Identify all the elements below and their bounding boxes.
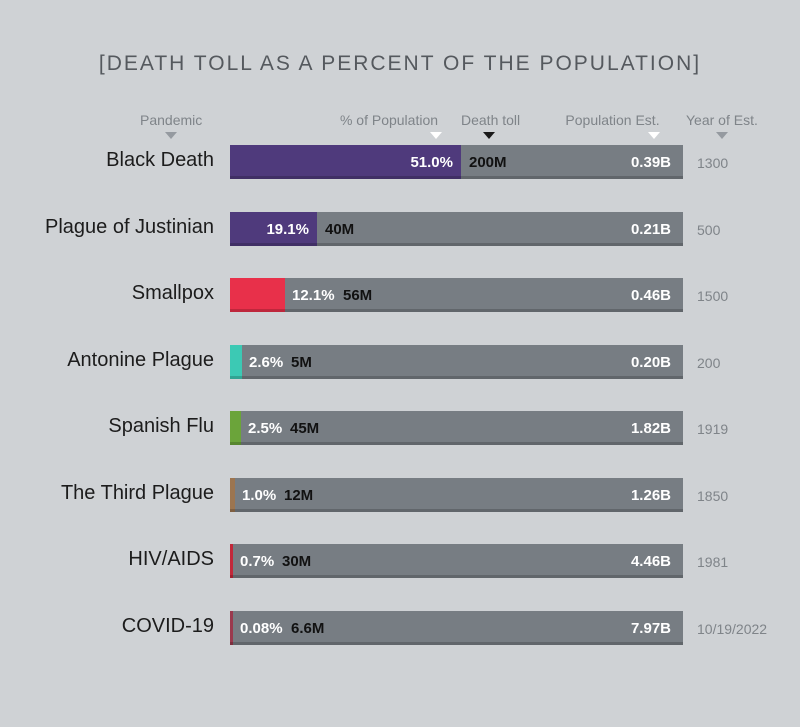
header-death-toll[interactable]: Death toll — [461, 112, 520, 139]
table-row[interactable]: The Third Plague 1.0% 12M 1.26B 1850 — [0, 478, 800, 512]
percent-label: 2.6% — [249, 354, 284, 371]
pandemic-name: Antonine Plague — [67, 349, 214, 371]
table-row[interactable]: COVID-19 0.08% 6.6M 7.97B 10/19/2022 — [0, 611, 800, 645]
sort-arrow-active-icon — [483, 132, 495, 139]
pandemic-name: The Third Plague — [60, 482, 214, 504]
pandemic-name: Black Death — [106, 149, 214, 171]
population-label: 0.39B — [630, 154, 671, 171]
population-label: 1.26B — [630, 487, 671, 504]
header-population[interactable]: Population Est. — [565, 112, 660, 139]
population-label: 0.20B — [630, 354, 671, 371]
sort-arrow-icon — [165, 132, 178, 139]
death-toll-label: 5M — [291, 354, 312, 371]
percent-bar[interactable] — [230, 611, 233, 645]
population-bar[interactable]: 2.6% 5M 0.20B — [230, 345, 683, 379]
sort-arrow-icon — [715, 132, 728, 139]
population-label: 4.46B — [630, 553, 671, 570]
death-toll-label: 12M — [284, 487, 314, 504]
year-label: 10/19/2022 — [697, 621, 768, 637]
percent-label: 51.0% — [410, 154, 453, 171]
year-label: 1850 — [697, 488, 729, 504]
population-bar[interactable]: 1.0% 12M 1.26B — [230, 478, 683, 512]
population-bar[interactable]: 19.1% 40M 0.21B — [230, 212, 683, 246]
year-label: 200 — [697, 355, 721, 371]
header-year-label: Year of Est. — [686, 112, 758, 128]
pandemic-name: Smallpox — [131, 282, 214, 304]
header-year[interactable]: Year of Est. — [686, 112, 758, 139]
pandemic-name: COVID-19 — [121, 615, 214, 637]
percent-bar[interactable] — [230, 212, 317, 246]
year-label: 1981 — [697, 554, 729, 570]
sort-arrow-icon — [648, 132, 660, 139]
death-toll-label: 45M — [290, 420, 320, 437]
population-label: 0.46B — [630, 287, 671, 304]
header-percent[interactable]: % of Population — [336, 112, 442, 139]
percent-label: 1.0% — [242, 487, 277, 504]
header-pandemic-label: Pandemic — [140, 112, 203, 128]
table-row[interactable]: Smallpox 12.1% 56M 0.46B 1500 — [0, 278, 800, 312]
pandemic-name: Plague of Justinian — [44, 216, 214, 238]
percent-bar[interactable] — [230, 345, 242, 379]
header-percent-label: % of Population — [339, 112, 439, 128]
death-toll-label: 200M — [469, 154, 507, 171]
population-bar[interactable]: 0.7% 30M 4.46B — [230, 544, 683, 578]
population-bar[interactable]: 2.5% 45M 1.82B — [230, 411, 683, 445]
population-label: 1.82B — [630, 420, 671, 437]
percent-label: 0.7% — [240, 553, 275, 570]
percent-label: 12.1% — [292, 287, 335, 304]
header-death-toll-label: Death toll — [461, 112, 521, 128]
table-row[interactable]: Black Death 51.0% 200M 0.39B 1300 — [0, 145, 800, 179]
percent-bar[interactable] — [230, 411, 241, 445]
sort-arrow-icon — [430, 132, 442, 139]
population-label: 0.21B — [630, 221, 671, 238]
pandemic-name: HIV/AIDS — [128, 548, 214, 570]
population-label: 7.97B — [630, 620, 671, 637]
percent-bar[interactable] — [230, 278, 285, 312]
pandemic-name: Spanish Flu — [108, 415, 214, 437]
header-pandemic[interactable]: Pandemic — [140, 112, 202, 139]
year-label: 1500 — [697, 288, 729, 304]
population-bar[interactable]: 51.0% 200M 0.39B — [230, 145, 683, 179]
death-toll-label: 30M — [282, 553, 312, 570]
population-bar[interactable]: 0.08% 6.6M 7.97B — [230, 611, 683, 645]
table-row[interactable]: Antonine Plague 2.6% 5M 0.20B 200 — [0, 345, 800, 379]
table-row[interactable]: Spanish Flu 2.5% 45M 1.82B 1919 — [0, 411, 800, 445]
percent-label: 19.1% — [266, 221, 309, 238]
percent-bar[interactable] — [230, 145, 461, 179]
header-population-label: Population Est. — [565, 112, 660, 128]
percent-label: 2.5% — [248, 420, 283, 437]
percent-bar[interactable] — [230, 544, 233, 578]
death-toll-label: 40M — [325, 221, 355, 238]
year-label: 1919 — [697, 421, 729, 437]
percent-bar[interactable] — [230, 478, 235, 512]
year-label: 500 — [697, 222, 721, 238]
table-row[interactable]: HIV/AIDS 0.7% 30M 4.46B 1981 — [0, 544, 800, 578]
death-toll-label: 56M — [343, 287, 373, 304]
percent-label: 0.08% — [240, 620, 283, 637]
death-toll-label: 6.6M — [291, 620, 325, 637]
population-bar[interactable]: 12.1% 56M 0.46B — [230, 278, 683, 312]
chart-title: [DEATH TOLL AS A PERCENT OF THE POPULATI… — [98, 52, 702, 75]
table-row[interactable]: Plague of Justinian 19.1% 40M 0.21B 500 — [0, 212, 800, 246]
year-label: 1300 — [697, 155, 729, 171]
